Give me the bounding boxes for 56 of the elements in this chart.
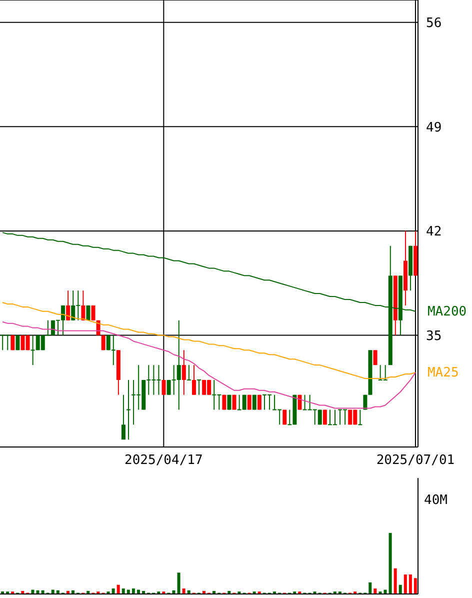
- candlestick: [126, 379, 132, 440]
- x-tick-label: 2025/04/17: [124, 453, 203, 468]
- candlestick: [382, 364, 388, 380]
- candlestick: [212, 379, 217, 410]
- candlestick: [0, 334, 6, 351]
- bar: [122, 588, 125, 594]
- line-series: [2, 302, 416, 379]
- bar: [126, 590, 130, 594]
- candlestick: [186, 364, 192, 380]
- candlestick: [222, 394, 226, 410]
- candlestick: [338, 409, 343, 426]
- x-tick-label: 2025/07/01: [376, 453, 455, 468]
- bar: [136, 590, 140, 594]
- candlestick: [110, 334, 116, 366]
- candlestick: [272, 394, 278, 410]
- y-tick-label: 35: [426, 328, 442, 344]
- candlestick: [227, 394, 232, 410]
- bar: [394, 568, 397, 594]
- bar: [177, 572, 180, 594]
- candlestick: [257, 394, 262, 410]
- candlestick: [373, 350, 378, 366]
- candlestick: [66, 290, 70, 321]
- candlestick: [358, 409, 363, 426]
- bar: [112, 588, 115, 594]
- candlestick: [131, 379, 136, 426]
- line-series: [2, 321, 416, 409]
- candlestick: [91, 304, 96, 321]
- candlestick: [196, 379, 202, 396]
- series-label: MA200: [427, 304, 467, 320]
- candlestick: [162, 379, 166, 396]
- candlestick: [232, 394, 236, 410]
- series-label: MA25: [427, 366, 459, 380]
- text: 40M: [424, 493, 448, 508]
- bar: [388, 532, 392, 594]
- bar: [368, 582, 372, 594]
- bar: [374, 588, 377, 594]
- bar: [116, 584, 120, 594]
- bar: [414, 578, 417, 594]
- y-tick-label: 42: [426, 224, 442, 240]
- candlestick: [81, 290, 86, 321]
- bar: [404, 574, 407, 594]
- y-tick-label: 56: [426, 16, 442, 31]
- bar: [398, 584, 402, 594]
- bar: [408, 574, 412, 594]
- candlestick: [252, 394, 256, 410]
- bar: [182, 588, 186, 594]
- bar: [31, 590, 34, 594]
- y-tick-label: 49: [426, 120, 442, 136]
- bar: [384, 590, 387, 594]
- candlestick: [121, 394, 126, 440]
- bar: [51, 590, 54, 594]
- candlestick: [247, 394, 252, 410]
- candlestick: [192, 364, 196, 396]
- bar: [132, 588, 135, 594]
- candlestick: [332, 409, 338, 426]
- candlestick: [182, 350, 186, 396]
